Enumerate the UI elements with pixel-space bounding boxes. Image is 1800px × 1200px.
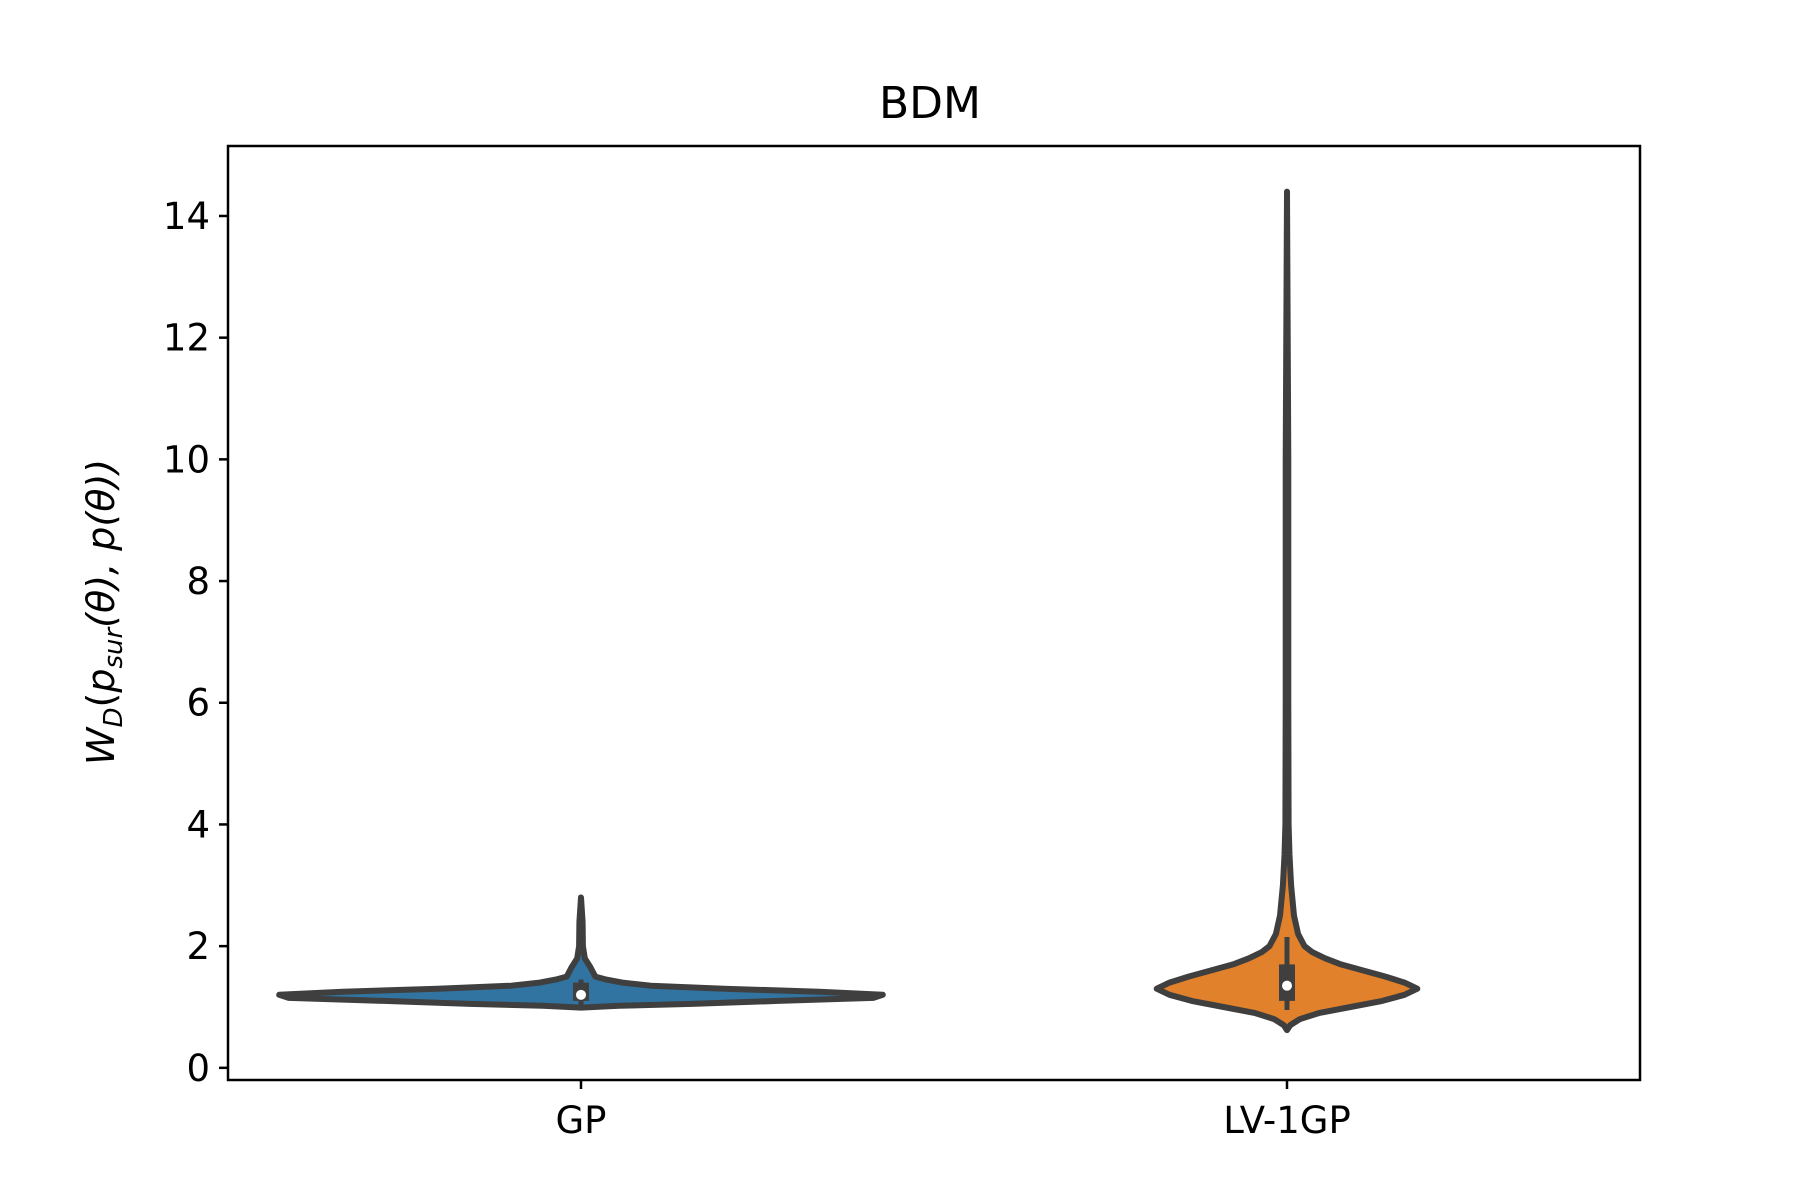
y-tick-label: 0 bbox=[186, 1047, 210, 1090]
y-tick-label: 10 bbox=[163, 438, 210, 481]
y-tick-label: 6 bbox=[186, 682, 210, 725]
y-tick-label: 12 bbox=[163, 317, 210, 360]
y-tick-label: 14 bbox=[163, 195, 210, 238]
y-tick-label: 4 bbox=[186, 803, 210, 846]
y-axis-label: WD(psur(θ), p(θ)) bbox=[79, 459, 129, 765]
chart-title: BDM bbox=[879, 78, 981, 129]
x-tick-label: GP bbox=[556, 1099, 607, 1142]
violin-body-lv-1gp bbox=[1153, 188, 1421, 1034]
y-tick-label: 8 bbox=[186, 560, 210, 603]
x-tick-label: LV-1GP bbox=[1223, 1099, 1351, 1142]
axes: 0 2 4 6 8 10 12 14 GP LV-1GP bbox=[163, 144, 1642, 1142]
violin-body-gp bbox=[276, 894, 886, 1011]
y-tick-label: 2 bbox=[186, 925, 210, 968]
plot-area bbox=[276, 188, 1421, 1034]
plot-frame bbox=[226, 144, 1642, 1082]
violin-median-point-lv-1gp bbox=[1282, 980, 1292, 991]
violin-median-point-gp bbox=[576, 989, 586, 1000]
